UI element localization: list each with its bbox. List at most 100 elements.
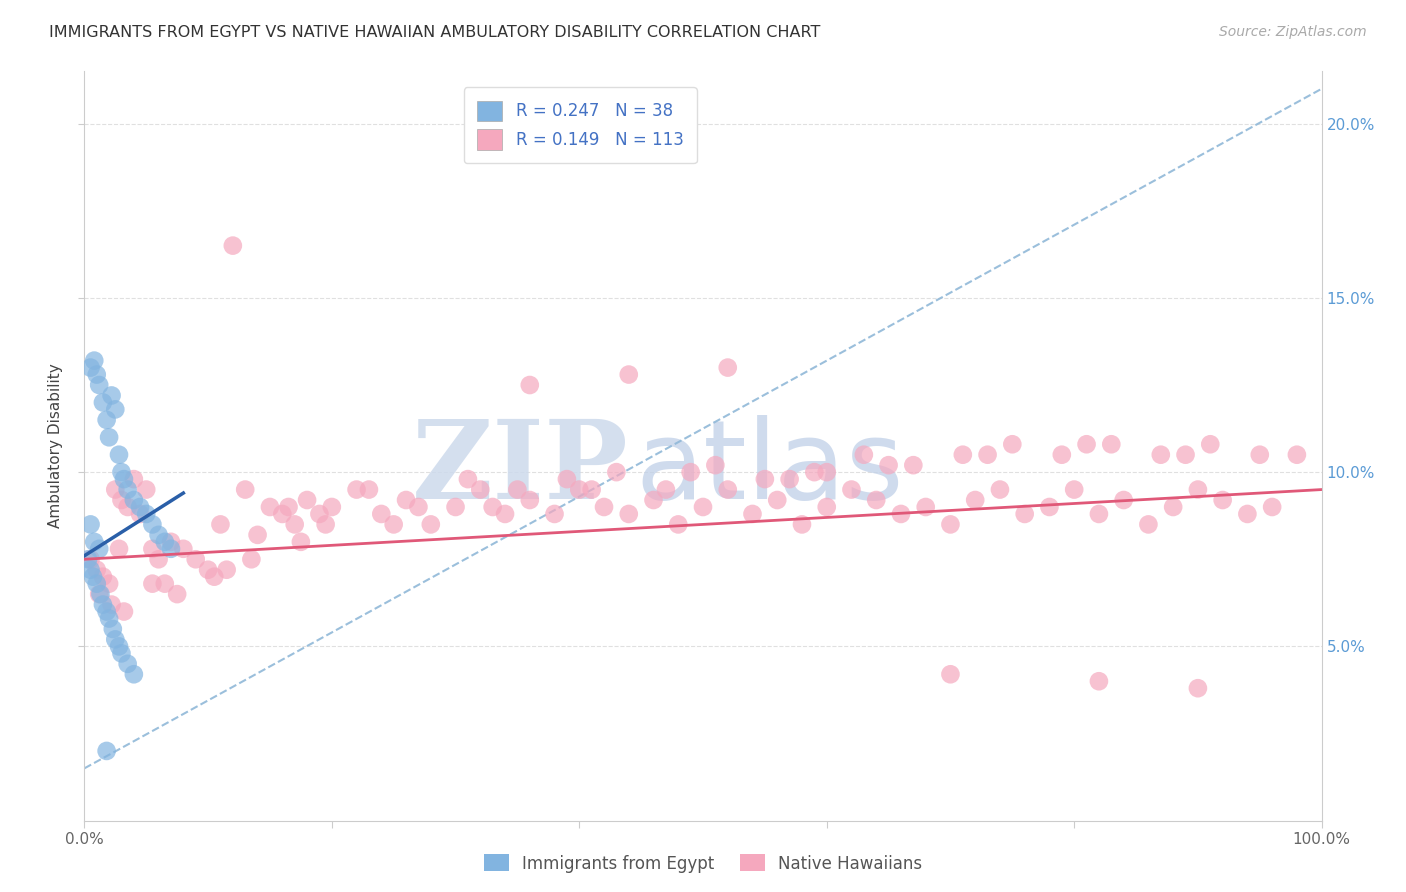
Point: [593, 500, 616, 514]
Point: [1187, 681, 1209, 696]
Point: [617, 507, 640, 521]
Point: [240, 552, 263, 566]
Point: [108, 640, 131, 654]
Point: [779, 472, 801, 486]
Point: [470, 483, 492, 497]
Point: [841, 483, 863, 497]
Point: [222, 238, 245, 252]
Point: [233, 483, 256, 497]
Point: [148, 528, 170, 542]
Point: [141, 517, 163, 532]
Point: [643, 493, 665, 508]
Point: [852, 448, 875, 462]
Point: [395, 493, 418, 508]
Point: [246, 528, 269, 542]
Point: [89, 587, 111, 601]
Point: [766, 493, 789, 508]
Point: [153, 576, 176, 591]
Point: [1050, 448, 1073, 462]
Point: [1088, 507, 1111, 521]
Point: [104, 402, 127, 417]
Point: [79, 517, 101, 532]
Point: [202, 570, 225, 584]
Point: [914, 500, 936, 514]
Point: [112, 472, 135, 486]
Point: [79, 563, 101, 577]
Point: [135, 483, 157, 497]
Point: [568, 483, 591, 497]
Point: [129, 500, 152, 514]
Point: [96, 413, 118, 427]
Point: [581, 483, 603, 497]
Point: [108, 541, 131, 556]
Point: [141, 576, 163, 591]
Point: [79, 360, 101, 375]
Point: [91, 598, 114, 612]
Point: [1236, 507, 1258, 521]
Point: [96, 744, 118, 758]
Point: [741, 507, 763, 521]
Point: [865, 493, 887, 508]
Point: [519, 378, 541, 392]
Point: [96, 605, 118, 619]
Point: [100, 388, 122, 402]
Point: [122, 493, 145, 508]
Point: [1150, 448, 1173, 462]
Point: [1261, 500, 1284, 514]
Point: [100, 598, 122, 612]
Point: [1001, 437, 1024, 451]
Point: [419, 517, 441, 532]
Point: [790, 517, 813, 532]
Point: [104, 632, 127, 647]
Point: [1174, 448, 1197, 462]
Point: [86, 563, 108, 577]
Point: [89, 587, 111, 601]
Point: [1063, 483, 1085, 497]
Point: [135, 507, 157, 521]
Point: [1076, 437, 1098, 451]
Legend: R = 0.247   N = 38, R = 0.149   N = 113: R = 0.247 N = 38, R = 0.149 N = 113: [464, 87, 697, 163]
Point: [1285, 448, 1308, 462]
Point: [98, 576, 121, 591]
Y-axis label: Ambulatory Disability: Ambulatory Disability: [48, 364, 63, 528]
Point: [153, 534, 176, 549]
Point: [89, 378, 111, 392]
Point: [98, 430, 121, 444]
Point: [815, 500, 838, 514]
Point: [104, 483, 127, 497]
Text: IMMIGRANTS FROM EGYPT VS NATIVE HAWAIIAN AMBULATORY DISABILITY CORRELATION CHART: IMMIGRANTS FROM EGYPT VS NATIVE HAWAIIAN…: [49, 25, 821, 40]
Point: [271, 507, 294, 521]
Point: [91, 570, 114, 584]
Point: [117, 657, 139, 671]
Point: [117, 500, 139, 514]
Point: [939, 667, 962, 681]
Text: ZIP: ZIP: [412, 415, 628, 522]
Point: [141, 541, 163, 556]
Point: [1161, 500, 1184, 514]
Point: [197, 563, 219, 577]
Point: [605, 465, 627, 479]
Point: [506, 483, 529, 497]
Point: [1249, 448, 1271, 462]
Point: [259, 500, 281, 514]
Text: Source: ZipAtlas.com: Source: ZipAtlas.com: [1219, 25, 1367, 39]
Point: [110, 646, 132, 660]
Point: [98, 611, 121, 625]
Point: [976, 448, 998, 462]
Point: [890, 507, 912, 521]
Point: [555, 472, 578, 486]
Point: [408, 500, 430, 514]
Point: [308, 507, 330, 521]
Point: [172, 541, 194, 556]
Point: [91, 395, 114, 409]
Point: [108, 448, 131, 462]
Point: [666, 517, 689, 532]
Point: [1038, 500, 1060, 514]
Point: [77, 552, 100, 566]
Point: [110, 493, 132, 508]
Point: [815, 465, 838, 479]
Point: [117, 483, 139, 497]
Point: [209, 517, 232, 532]
Point: [82, 570, 104, 584]
Legend: Immigrants from Egypt, Native Hawaiians: Immigrants from Egypt, Native Hawaiians: [477, 847, 929, 880]
